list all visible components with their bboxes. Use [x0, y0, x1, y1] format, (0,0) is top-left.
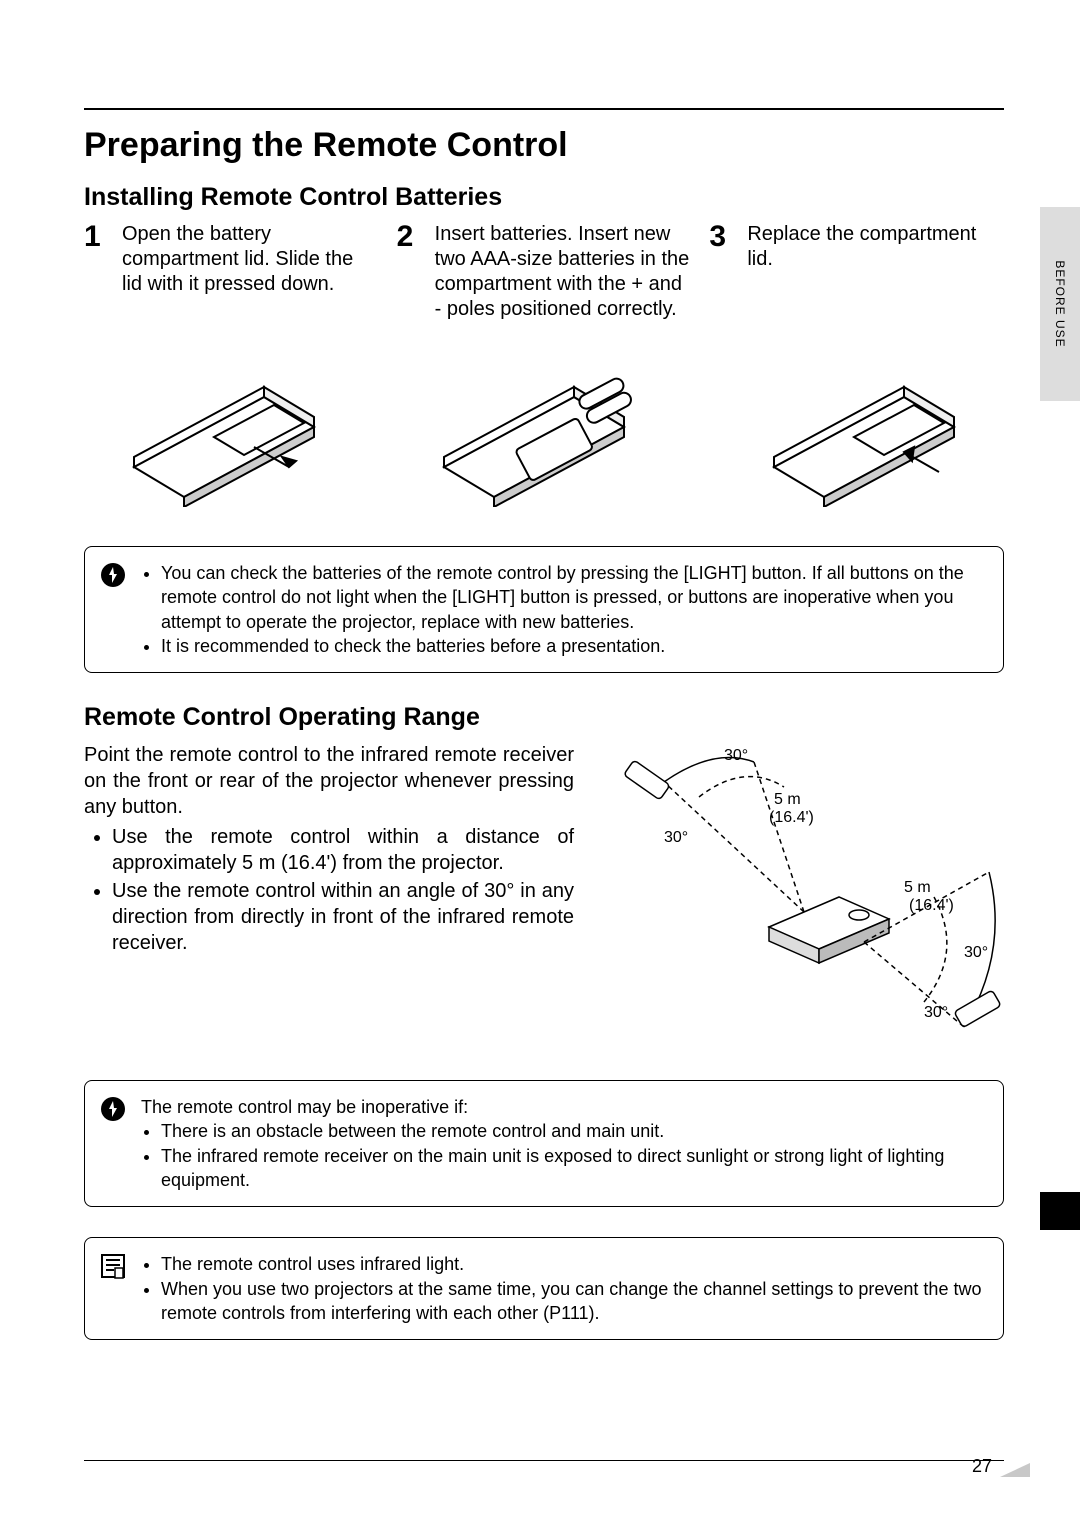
distance-label: (16.4'): [769, 809, 814, 826]
step-number: 3: [709, 222, 737, 322]
distance-label: 5 m: [904, 879, 931, 896]
angle-label: 30°: [664, 829, 688, 846]
angle-label: 30°: [724, 747, 748, 764]
section-heading-range: Remote Control Operating Range: [84, 703, 1004, 732]
step-number: 2: [397, 222, 425, 322]
note-item: You can check the batteries of the remot…: [161, 561, 985, 634]
step-3: 3 Replace the compartment lid.: [709, 222, 1004, 322]
step-lead: Replace the compartment lid.: [747, 223, 976, 270]
illustration-insert-batteries: [404, 352, 684, 512]
note-item: There is an obstacle between the remote …: [161, 1119, 985, 1143]
page-marker: [1040, 1192, 1080, 1230]
step-number: 1: [84, 222, 112, 322]
page-title: Preparing the Remote Control: [84, 126, 1004, 165]
note-box-inoperative: The remote control may be inoperative if…: [84, 1080, 1004, 1207]
section-heading-install: Installing Remote Control Batteries: [84, 183, 1004, 212]
note-item: When you use two projectors at the same …: [161, 1277, 985, 1326]
distance-label: 5 m: [774, 791, 801, 808]
section-tab-label: BEFORE USE: [1053, 260, 1067, 347]
note-item: The remote control uses infrared light.: [161, 1252, 985, 1276]
note-box-infrared: The remote control uses infrared light. …: [84, 1237, 1004, 1340]
distance-label: (16.4'): [909, 897, 954, 914]
angle-label: 30°: [924, 1004, 948, 1021]
step-2: 2 Insert batteries. Insert new two AAA-s…: [397, 222, 692, 322]
step-lead: Insert batteries.: [435, 223, 573, 245]
range-bullet: Use the remote control within a distance…: [112, 824, 574, 876]
range-intro: Point the remote control to the infrared…: [84, 742, 574, 820]
range-bullet: Use the remote control within an angle o…: [112, 878, 574, 956]
angle-label: 30°: [964, 944, 988, 961]
note-item: The infrared remote receiver on the main…: [161, 1144, 985, 1193]
info-icon: [99, 1252, 127, 1280]
caution-icon: [99, 1095, 127, 1123]
step-1: 1 Open the battery compartment lid. Slid…: [84, 222, 379, 322]
note-lead: The remote control may be inoperative if…: [141, 1095, 985, 1119]
footer-decoration: [1000, 1463, 1030, 1477]
note-item: It is recommended to check the batteries…: [161, 634, 985, 658]
range-diagram: 30° 30° 5 m (16.4') 5 m (16.4') 30° 30°: [604, 742, 1004, 1042]
illustration-open-lid: [84, 352, 364, 512]
section-tab: BEFORE USE: [1040, 207, 1080, 401]
page-number: 27: [972, 1456, 992, 1477]
step-lead: Open the battery compartment lid.: [122, 223, 271, 270]
note-box-battery: You can check the batteries of the remot…: [84, 546, 1004, 673]
caution-icon: [99, 561, 127, 589]
illustration-replace-lid: [724, 352, 1004, 512]
